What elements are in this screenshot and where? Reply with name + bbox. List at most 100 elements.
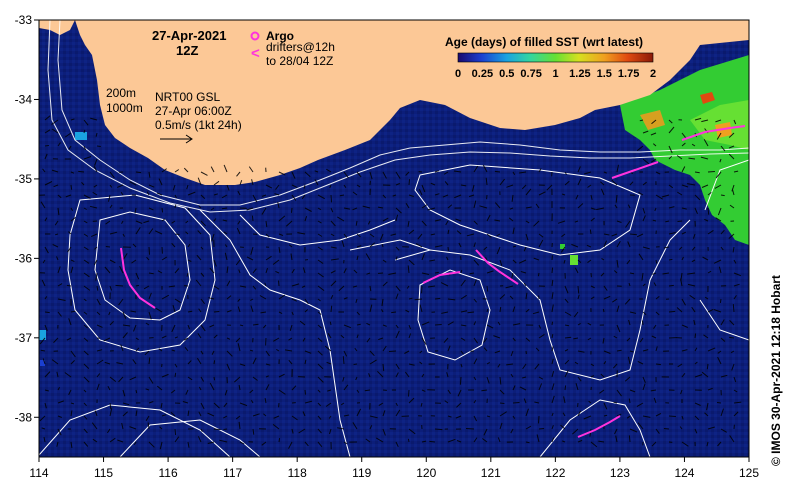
velocity-vector: [148, 246, 150, 255]
velocity-vector: [716, 402, 722, 404]
colorbar-label: 0.5: [499, 68, 514, 80]
velocity-vector: [629, 181, 634, 186]
velocity-vector: [720, 246, 724, 251]
velocity-vector: [434, 324, 442, 326]
colorbar-label: 1.5: [597, 68, 612, 80]
velocity-vector: [382, 324, 387, 327]
velocity-vectors: [39, 115, 742, 450]
velocity-vector: [285, 220, 293, 227]
velocity-vector: [603, 233, 610, 236]
velocity-vector: [460, 324, 467, 327]
velocity-vector: [317, 376, 324, 383]
velocity-vector: [330, 220, 336, 227]
velocity-vector: [122, 389, 126, 397]
velocity-vector: [40, 201, 46, 209]
velocity-vector: [691, 259, 696, 263]
velocity-vector: [52, 243, 59, 248]
contour-1000m-label: 1000m: [106, 101, 143, 115]
velocity-vector: [733, 389, 738, 393]
velocity-vector: [538, 324, 542, 329]
velocity-vector: [629, 272, 635, 275]
velocity-vector: [106, 428, 111, 434]
velocity-vector: [551, 333, 554, 339]
velocity-vector: [304, 350, 312, 354]
velocity-vector: [213, 285, 220, 290]
velocity-vector: [207, 412, 215, 417]
velocity-vector: [365, 253, 371, 261]
velocity-vector: [226, 310, 232, 313]
velocity-vector: [369, 350, 375, 357]
velocity-vector: [405, 171, 410, 176]
velocity-vector: [93, 166, 98, 173]
velocity-vector: [265, 220, 268, 228]
velocity-vector: [616, 240, 621, 248]
velocity-vector: [715, 119, 722, 123]
velocity-vector: [317, 194, 325, 200]
velocity-vector: [382, 259, 387, 263]
velocity-vector: [366, 337, 371, 343]
velocity-vector: [42, 168, 46, 173]
velocity-vector: [447, 345, 451, 352]
velocity-vector: [304, 207, 312, 212]
velocity-vector: [107, 386, 111, 391]
velocity-vector: [395, 285, 401, 292]
velocity-vector: [473, 337, 479, 344]
velocity-vector: [642, 311, 647, 316]
velocity-vector: [574, 267, 579, 274]
velocity-vector: [223, 415, 228, 419]
drifters-label: drifters@12h: [266, 40, 335, 54]
velocity-vector: [434, 271, 439, 274]
velocity-vector: [352, 207, 358, 211]
velocity-vector: [577, 294, 580, 300]
velocity-vector: [456, 440, 462, 443]
velocity-vector: [265, 255, 272, 261]
velocity-vector: [447, 321, 454, 326]
velocity-vector: [447, 389, 451, 394]
velocity-vector: [278, 233, 284, 236]
velocity-vector: [44, 153, 48, 160]
velocity-vector: [171, 242, 176, 248]
velocity-vector: [577, 350, 585, 353]
velocity-vector: [252, 285, 257, 290]
velocity-vector: [304, 216, 308, 222]
velocity-vector: [577, 410, 582, 417]
velocity-vector: [330, 246, 337, 249]
velocity-vector: [587, 259, 592, 264]
velocity-vector: [427, 285, 436, 288]
velocity-vector: [429, 259, 436, 262]
velocity-vector: [83, 145, 87, 151]
colorbar-label: 0.25: [472, 68, 493, 80]
velocity-vector: [226, 337, 231, 340]
velocity-vector: [338, 285, 345, 292]
velocity-vector: [532, 311, 540, 315]
velocity-vector: [508, 217, 514, 222]
velocity-vector: [707, 192, 712, 196]
velocity-vector: [329, 428, 332, 435]
velocity-vector: [174, 436, 180, 443]
colorbar-label: 0.75: [520, 68, 541, 80]
velocity-vector: [388, 272, 397, 275]
velocity-vector: [129, 376, 137, 381]
latitude-axis: -33 -34 -35 -36 -37 -38: [15, 13, 39, 424]
velocity-vector: [441, 311, 449, 314]
velocity-vector: [224, 244, 228, 248]
velocity-vector: [239, 285, 247, 288]
velocity-vector: [44, 217, 48, 222]
velocity-vector: [109, 171, 115, 179]
velocity-vector: [252, 323, 259, 326]
velocity-vector: [512, 337, 516, 342]
velocity-vector: [408, 194, 414, 197]
velocity-vector: [486, 214, 491, 222]
velocity-vector: [499, 402, 505, 404]
velocity-vector: [356, 389, 360, 393]
velocity-vector: [224, 252, 228, 261]
velocity-vector: [144, 350, 150, 356]
velocity-vector: [434, 297, 441, 300]
velocity-vector: [430, 182, 436, 186]
drifters-sub-label: to 28/04 12Z: [266, 54, 333, 68]
velocity-vector: [122, 402, 130, 406]
velocity-vector: [616, 220, 622, 223]
velocity-vector: [81, 181, 85, 186]
